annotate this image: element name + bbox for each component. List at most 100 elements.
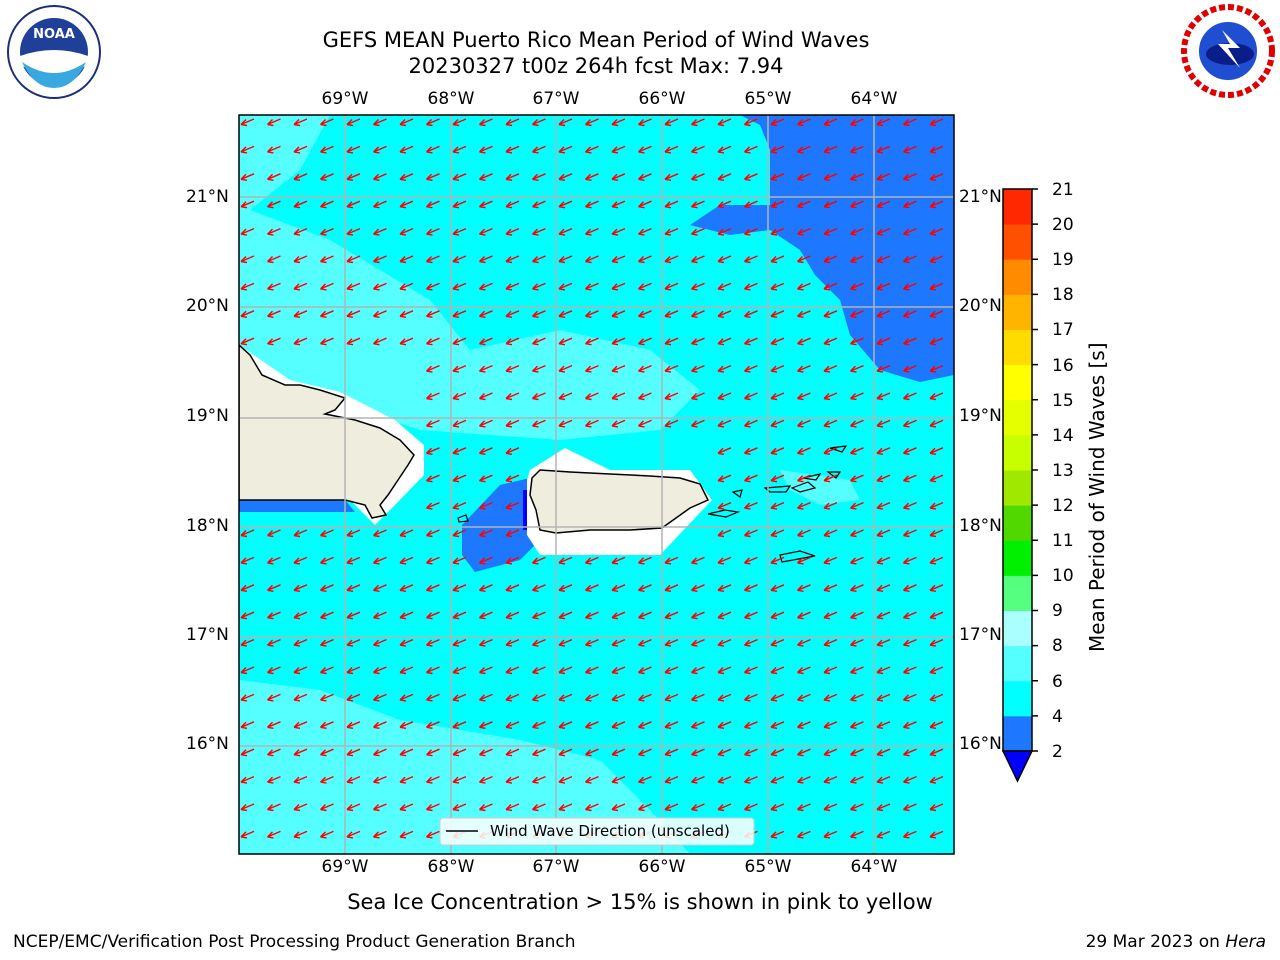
wind-wave-arrow: [717, 803, 732, 812]
wind-wave-arrow: [903, 830, 917, 839]
wind-wave-arrow: [664, 282, 679, 291]
wind-wave-arrow: [664, 310, 679, 318]
wind-wave-arrow: [850, 693, 864, 702]
wind-wave-arrow: [452, 447, 467, 455]
wind-wave-arrow: [903, 227, 917, 236]
wind-wave-arrow: [426, 611, 440, 620]
wind-wave-arrow: [876, 638, 891, 647]
wind-wave-arrow: [744, 611, 758, 620]
wind-wave-arrow: [558, 775, 573, 784]
colorbar-tick-label: 14: [1052, 426, 1074, 446]
colorbar-segment: [1003, 575, 1032, 611]
wind-wave-arrow: [452, 173, 467, 181]
map-legend: [439, 817, 755, 846]
wind-wave-arrow: [638, 775, 652, 784]
wind-wave-arrow: [373, 830, 387, 839]
wind-wave-arrow: [320, 830, 334, 839]
wind-wave-arrow: [479, 584, 493, 592]
wind-wave-arrow: [479, 775, 493, 784]
wind-wave-arrow: [267, 255, 281, 264]
wind-wave-arrow: [717, 337, 732, 346]
lon-label-top: 66°W: [638, 89, 686, 109]
wind-wave-arrow: [426, 666, 440, 675]
wind-wave-arrow: [903, 392, 917, 401]
wind-wave-arrow: [267, 227, 281, 236]
wind-wave-arrow: [823, 145, 838, 154]
wind-wave-arrow: [876, 419, 891, 428]
wind-wave-arrow: [267, 145, 281, 154]
wind-wave-arrow: [373, 173, 387, 181]
wind-wave-arrow: [929, 611, 944, 620]
colorbar: [1001, 188, 1038, 783]
nws-logo: [1181, 4, 1275, 98]
wind-wave-arrow: [611, 721, 626, 729]
wind-wave-arrow: [240, 721, 255, 729]
wind-wave-arrow: [320, 227, 334, 236]
wind-wave-arrow: [770, 638, 785, 647]
wind-wave-arrow: [585, 611, 599, 620]
ocean-dark-region-ne: [690, 115, 954, 382]
wind-wave-arrow: [823, 721, 838, 729]
wind-wave-arrow: [240, 584, 255, 592]
wind-wave-arrow: [240, 227, 255, 236]
wind-wave-arrow: [638, 337, 652, 346]
wind-wave-arrow: [320, 118, 334, 127]
wind-wave-arrow: [505, 775, 520, 784]
wind-wave-arrow: [240, 748, 255, 757]
wind-wave-arrow: [770, 803, 785, 812]
wind-wave-arrow: [691, 638, 705, 647]
wind-wave-arrow: [479, 255, 493, 264]
wind-wave-arrow: [744, 638, 758, 647]
wind-wave-arrow: [691, 584, 705, 592]
wind-wave-arrow: [320, 638, 334, 647]
wind-wave-arrow: [240, 638, 255, 647]
wind-wave-arrow: [399, 227, 414, 236]
wind-wave-arrow: [717, 748, 732, 757]
wind-wave-arrow: [532, 145, 546, 154]
wind-wave-arrow: [638, 693, 652, 702]
wind-wave-arrow: [850, 666, 864, 675]
wind-wave-arrow: [532, 803, 546, 812]
wind-wave-arrow: [399, 611, 414, 620]
wind-wave-arrow: [585, 638, 599, 647]
wind-wave-arrow: [903, 118, 917, 127]
wind-wave-arrow: [664, 227, 679, 236]
wind-wave-arrow: [585, 255, 599, 264]
wind-wave-arrow: [452, 529, 467, 538]
wind-wave-arrow: [797, 748, 811, 757]
wind-wave-arrow: [770, 392, 785, 401]
wind-wave-arrow: [611, 173, 626, 181]
wind-wave-arrow: [717, 501, 732, 510]
wind-wave-arrow: [823, 693, 838, 702]
wind-wave-arrow: [823, 282, 838, 291]
colorbar-segment: [1003, 715, 1032, 752]
wind-wave-arrow: [373, 611, 387, 620]
wind-wave-arrow: [240, 145, 255, 154]
legend-label: Wind Wave Direction (unscaled): [490, 822, 730, 840]
wind-wave-arrow: [744, 447, 758, 455]
wind-wave-arrow: [876, 693, 891, 702]
wind-wave-arrow: [744, 721, 758, 729]
wind-wave-arrow: [717, 775, 732, 784]
wind-wave-arrow: [479, 200, 493, 209]
wind-wave-arrow: [717, 173, 732, 181]
wind-wave-arrow: [479, 310, 493, 318]
colorbar-tick-label: 9: [1052, 601, 1063, 621]
wind-wave-arrow: [876, 447, 891, 455]
colorbar-tick-label: 18: [1052, 285, 1074, 305]
wind-wave-arrow: [850, 638, 864, 647]
wind-wave-arrow: [346, 310, 361, 318]
wind-wave-arrow: [426, 282, 440, 291]
wind-wave-arrow: [797, 364, 811, 373]
wind-wave-arrow: [850, 227, 864, 236]
wind-wave-arrow: [240, 337, 255, 346]
wind-wave-arrow: [638, 392, 652, 401]
wind-wave-arrow: [267, 529, 281, 538]
wind-wave-arrow: [797, 611, 811, 620]
wind-wave-arrow: [346, 282, 361, 291]
wind-wave-arrow: [373, 748, 387, 757]
wind-wave-arrow: [346, 830, 361, 839]
wind-wave-arrow: [611, 392, 626, 401]
wind-wave-arrow: [267, 638, 281, 647]
wind-wave-arrow: [903, 337, 917, 346]
